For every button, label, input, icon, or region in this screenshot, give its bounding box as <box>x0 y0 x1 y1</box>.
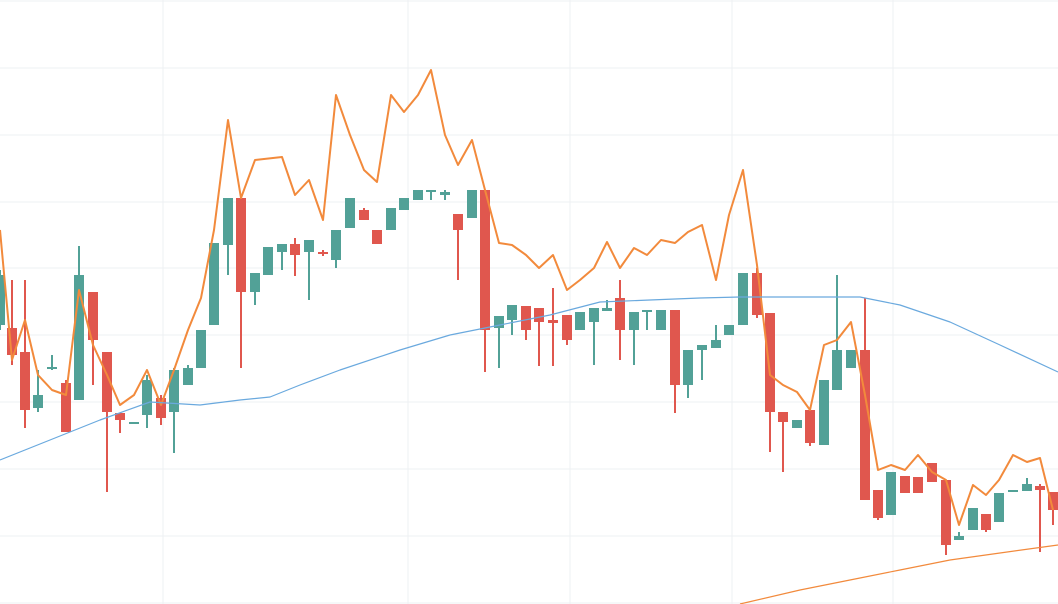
candles <box>0 190 1058 555</box>
candle-body <box>711 340 721 348</box>
candle-body <box>1008 490 1018 492</box>
candle-body <box>1048 492 1058 510</box>
candle-body <box>426 190 436 192</box>
candle-body <box>494 316 504 328</box>
candle-body <box>521 306 531 330</box>
candle-body <box>277 244 287 252</box>
candle-body <box>670 310 680 385</box>
candle-body <box>954 536 964 540</box>
candle-body <box>290 244 300 255</box>
candle-body <box>900 476 910 493</box>
candle-body <box>724 325 734 335</box>
candle-body <box>765 313 775 412</box>
candle-body <box>697 345 707 350</box>
candle-body <box>642 310 652 312</box>
candle-body <box>656 310 666 330</box>
candle-body <box>156 398 166 418</box>
candle-body <box>846 350 856 368</box>
candle-body <box>534 308 544 322</box>
candle-body <box>61 383 71 432</box>
candle-body <box>589 308 599 322</box>
candle-body <box>20 352 30 410</box>
candle-body <box>209 243 219 325</box>
indicator-line <box>739 544 1058 604</box>
candle-body <box>88 292 98 340</box>
candle-body <box>738 273 748 325</box>
indicator-line <box>0 69 1054 526</box>
candle-body <box>994 493 1004 522</box>
candle-body <box>183 368 193 385</box>
candle-body <box>236 198 246 292</box>
candle-body <box>399 198 409 210</box>
candle-body <box>941 480 951 545</box>
candle-body <box>102 352 112 412</box>
candle-body <box>873 490 883 518</box>
candle-body <box>0 275 5 325</box>
candle-body <box>196 330 206 368</box>
candle-body <box>440 192 450 195</box>
candle-body <box>792 420 802 428</box>
candle-body <box>819 380 829 445</box>
candle-body <box>47 367 57 369</box>
candle-body <box>318 252 328 254</box>
candle-body <box>602 308 612 311</box>
candle-body <box>386 208 396 230</box>
candle-body <box>413 190 423 200</box>
candle-body <box>548 320 558 323</box>
candle-body <box>33 395 43 408</box>
candle-body <box>778 412 788 422</box>
candle-body <box>629 312 639 330</box>
candle-body <box>832 350 842 390</box>
candle-body <box>1035 486 1045 490</box>
candle-body <box>74 275 84 400</box>
candle-body <box>7 328 17 355</box>
candle-body <box>981 514 991 530</box>
candle-body <box>129 422 139 424</box>
candle-body <box>115 413 125 420</box>
candle-body <box>615 298 625 330</box>
candle-body <box>683 350 693 385</box>
candle-body <box>304 240 314 252</box>
candle-body <box>359 210 369 220</box>
candle-body <box>860 350 870 500</box>
candle-body <box>372 230 382 244</box>
candle-body <box>913 477 923 493</box>
candle-body <box>453 214 463 230</box>
candle-body <box>575 312 585 330</box>
candle-body <box>169 370 179 412</box>
candle-body <box>886 472 896 515</box>
candle-body <box>968 508 978 530</box>
candle-body <box>345 198 355 228</box>
candle-body <box>507 305 517 320</box>
candle-body <box>752 273 762 315</box>
indicator-line <box>0 296 1058 461</box>
candle-body <box>250 273 260 292</box>
candle-body <box>467 190 477 218</box>
candle-body <box>1022 484 1032 491</box>
candle-body <box>480 190 490 330</box>
candle-body <box>223 198 233 245</box>
candle-body <box>142 380 152 415</box>
candle-body <box>805 410 815 443</box>
candle-body <box>331 230 341 260</box>
candle-body <box>562 315 572 340</box>
candle-body <box>263 247 273 275</box>
